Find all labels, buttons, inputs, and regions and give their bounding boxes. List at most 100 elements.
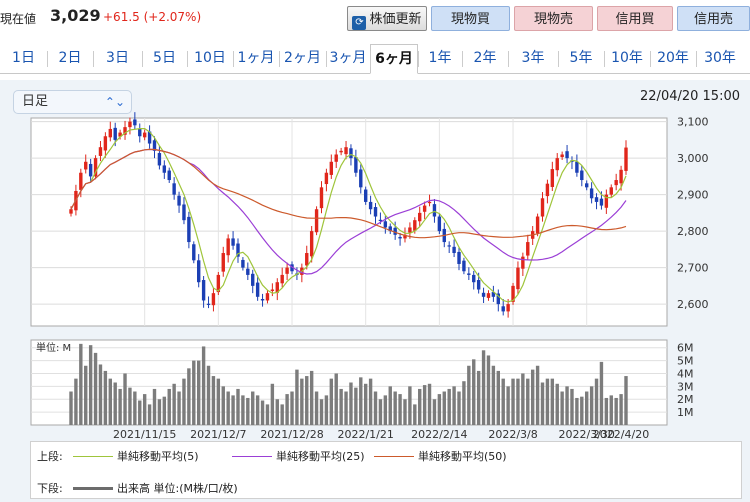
candle-body: [447, 245, 451, 247]
volume-bar: [403, 399, 407, 425]
candle-body: [585, 183, 589, 188]
volume-bar: [251, 391, 255, 425]
volume-bar: [476, 370, 481, 425]
volume-bar: [309, 370, 314, 425]
candle-body: [236, 243, 240, 257]
tab-3日[interactable]: 3日: [106, 50, 129, 66]
candle-body: [309, 231, 314, 257]
candle-body: [383, 221, 388, 228]
tab-2ヶ月[interactable]: 2ヶ月: [284, 50, 321, 66]
tab-1年[interactable]: 1年: [428, 50, 452, 66]
volume-bar: [565, 386, 569, 425]
candle-body: [363, 189, 368, 202]
volume-tick-label: 1M: [677, 406, 694, 419]
candle-body: [270, 289, 275, 291]
candle-body: [108, 128, 112, 138]
update-price-button[interactable]: ⟳ 株価更新: [347, 6, 427, 31]
volume-bar: [609, 395, 613, 425]
candle-body: [604, 194, 609, 208]
candle-body: [619, 169, 623, 184]
volume-bar: [521, 373, 525, 425]
tab-5日[interactable]: 5日: [153, 50, 176, 66]
update-price-label: 株価更新: [369, 12, 422, 27]
candle-body: [79, 172, 83, 190]
volume-bar: [486, 355, 491, 425]
tab-3ヶ月[interactable]: 3ヶ月: [329, 50, 367, 66]
volume-bar: [496, 370, 501, 425]
volume-bar: [187, 368, 191, 425]
candle-body: [241, 259, 245, 268]
candle-body: [599, 198, 604, 206]
volume-tick-label: 4M: [677, 367, 694, 380]
volume-bar: [152, 388, 157, 425]
margin-sell-button[interactable]: 信用売: [677, 6, 750, 31]
volume-bar: [255, 395, 260, 425]
period-tabs: 1日 2日 3日 5日 10日 1ヶ月 2ヶ月 3ヶ月 6ヶ月 1年 2年 3年 5年 10年 20年 30年: [0, 44, 750, 74]
volume-unit-label: 単位: M: [36, 341, 71, 354]
volume-bar: [535, 365, 540, 425]
volume-bar: [619, 394, 623, 425]
tab-2日[interactable]: 2日: [58, 50, 82, 66]
candle-body: [575, 161, 579, 173]
volume-bar: [594, 378, 599, 425]
x-tick-label: 2021/11/15: [113, 428, 176, 441]
chart-legend: 上段: 単純移動平均(5) 単純移動平均(25) 単純移動平均(50) 下段: …: [30, 441, 742, 499]
tab-3年[interactable]: 3年: [521, 50, 545, 66]
tab-separator: [326, 51, 327, 67]
price-tick-label: 2,700: [677, 262, 709, 275]
tab-separator: [508, 51, 509, 67]
volume-bar: [575, 397, 579, 425]
volume-bar: [501, 378, 505, 425]
volume-bar: [570, 388, 574, 425]
period-select[interactable]: 日足 ⌃⌄: [13, 90, 132, 114]
tab-1日[interactable]: 1日: [12, 50, 35, 66]
candle-body: [378, 219, 383, 222]
volume-bar: [231, 395, 235, 425]
candle-body: [545, 183, 550, 197]
candle-body: [113, 127, 117, 140]
volume-tick-label: 6M: [677, 342, 694, 355]
candle-body: [432, 204, 437, 217]
candle-body: [201, 280, 206, 301]
tab-30年[interactable]: 30年: [704, 50, 736, 66]
volume-bar: [545, 378, 550, 425]
volume-bar: [206, 365, 211, 425]
volume-bar: [74, 378, 78, 425]
margin-buy-button[interactable]: 信用買: [597, 6, 673, 31]
volume-bar: [354, 387, 358, 425]
volume-bar: [339, 388, 343, 425]
volume-bar: [432, 399, 437, 425]
volume-bar: [398, 394, 402, 425]
tab-1ヶ月[interactable]: 1ヶ月: [237, 50, 275, 66]
volume-bar: [393, 391, 397, 425]
cash-buy-button[interactable]: 現物買: [431, 6, 510, 31]
tab-2年[interactable]: 2年: [473, 50, 497, 66]
candle-body: [540, 198, 545, 217]
candle-body: [329, 161, 334, 175]
volume-bar: [447, 388, 451, 425]
candle-body: [413, 220, 417, 231]
candle-body: [486, 293, 491, 298]
tab-separator: [650, 51, 651, 67]
volume-bar: [511, 378, 515, 425]
tab-6ヶ月[interactable]: 6ヶ月: [370, 44, 418, 74]
price-tick-label: 2,900: [677, 189, 709, 202]
tab-10年[interactable]: 10年: [611, 50, 643, 66]
legend-ma25: 単純移動平均(25): [232, 448, 365, 464]
volume-bar: [526, 378, 530, 425]
candle-body: [182, 204, 186, 221]
price-tick-label: 3,000: [677, 152, 709, 165]
tab-5年[interactable]: 5年: [569, 50, 593, 66]
candle-body: [231, 238, 235, 246]
volume-bar: [221, 386, 225, 425]
tab-10日[interactable]: 10日: [194, 50, 226, 66]
candle-body: [319, 187, 324, 209]
tab-20年[interactable]: 20年: [657, 50, 689, 66]
candle-body: [373, 207, 378, 217]
candle-body: [123, 127, 127, 135]
tab-separator: [279, 51, 280, 67]
volume-bar: [182, 378, 186, 425]
cash-sell-button[interactable]: 現物売: [514, 6, 593, 31]
x-tick-label: 2022/3/8: [488, 428, 537, 441]
candle-body: [452, 246, 456, 254]
